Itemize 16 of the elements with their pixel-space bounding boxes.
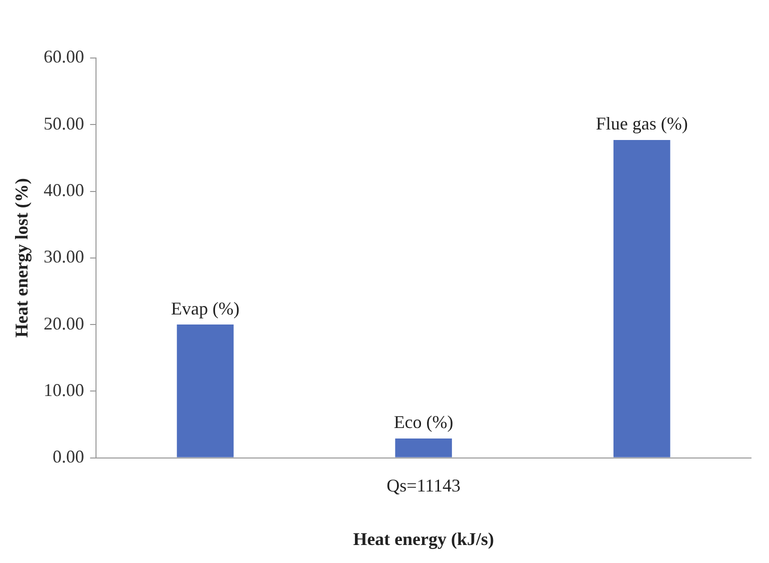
y-tick-label: 20.00	[44, 313, 84, 334]
series-label: Flue gas (%)	[596, 114, 688, 134]
bar	[176, 324, 234, 458]
x-tick-label: Qs=11143	[386, 475, 460, 496]
series-label: Evap (%)	[171, 298, 240, 318]
bar	[613, 140, 670, 458]
bar	[395, 438, 452, 458]
y-axis-title: Heat energy lost (%)	[11, 178, 32, 338]
y-tick-label: 40.00	[44, 180, 84, 200]
y-tick-label: 30.00	[44, 246, 84, 267]
x-axis-title: Heat energy (kJ/s)	[353, 528, 494, 549]
y-tick-label: 0.00	[52, 446, 84, 467]
y-tick-label: 10.00	[44, 380, 84, 400]
series-label: Eco (%)	[394, 412, 454, 432]
y-tick-label: 50.00	[44, 113, 84, 134]
y-tick-label: 60.00	[44, 46, 84, 67]
